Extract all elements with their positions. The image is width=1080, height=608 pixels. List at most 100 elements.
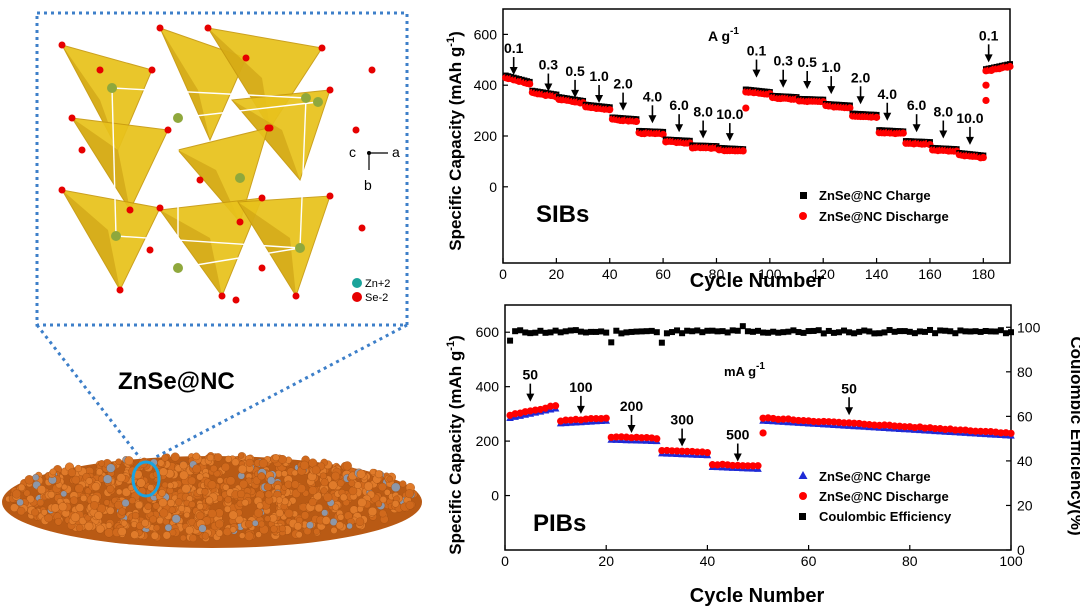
nanoparticle <box>181 484 191 494</box>
tetrahedron-shade <box>232 100 300 180</box>
ce-point <box>760 329 767 336</box>
rate-label: 6.0 <box>907 97 927 113</box>
nanoparticle <box>253 508 264 518</box>
rate-arrow-head <box>576 405 585 414</box>
nanoparticle <box>156 516 164 525</box>
ce-point <box>593 328 600 335</box>
nanoparticle <box>391 500 400 508</box>
nanoparticle <box>183 511 191 519</box>
nanoparticle <box>378 482 387 492</box>
nanoparticle <box>313 528 321 535</box>
discharge-point <box>729 461 737 470</box>
ce-point <box>947 328 954 335</box>
sib-rate-chart: 0 20 40 60 80 100 120 140 160 180 0 200 400 600 0.1 0.… <box>445 8 1014 292</box>
zn-atom-marker <box>352 278 362 288</box>
rate-arrow-head <box>699 130 708 139</box>
rate-arrow-head <box>544 83 553 92</box>
axis-a-label: a <box>392 144 400 160</box>
rate-label: 0.5 <box>565 63 585 79</box>
sib-legend-charge-marker <box>800 192 807 199</box>
pib-y-label-main: Specific Capacity (mAh g <box>446 351 465 555</box>
nanoparticle <box>32 473 40 481</box>
nanoparticle <box>103 499 111 506</box>
ce-point <box>906 328 913 335</box>
nanoparticle <box>128 497 136 505</box>
nanoparticle <box>399 480 407 488</box>
y-tick-label: 200 <box>474 128 498 144</box>
crystal-structure-panel: c a b Zn+2 Se-2 ZnSe@NC <box>2 11 422 548</box>
nanoparticle <box>44 513 53 523</box>
ce-point <box>658 339 665 346</box>
ce-point <box>608 339 615 346</box>
rate-arrow-head <box>883 112 892 121</box>
nanoparticle <box>95 524 105 534</box>
discharge-point <box>693 448 701 456</box>
sib-unit-sup: -1 <box>730 26 739 37</box>
nanoparticle <box>67 468 77 477</box>
ce-point <box>825 327 832 334</box>
zn-atom <box>301 93 311 103</box>
discharge-point <box>825 418 833 426</box>
ce-point <box>795 329 802 336</box>
nanoparticle <box>91 482 101 492</box>
ce-point <box>618 330 625 337</box>
nanoparticle <box>106 484 115 493</box>
rate-arrow-head <box>571 89 580 98</box>
ce-point <box>987 328 994 335</box>
ce-point <box>653 329 660 336</box>
discharge-point <box>526 80 534 88</box>
nanoparticle <box>115 488 123 496</box>
discharge-point <box>982 81 990 89</box>
nanoparticle <box>74 464 83 473</box>
x-tick-label: 0 <box>501 553 509 569</box>
rate-label: 200 <box>620 398 644 414</box>
y2-tick-label: 100 <box>1017 319 1041 335</box>
nanoparticle <box>47 491 55 499</box>
zn-atom <box>295 243 305 253</box>
nanoparticle <box>149 515 158 524</box>
rate-label: 0.1 <box>504 40 524 56</box>
unit-cell-edge <box>299 97 307 249</box>
tetrahedron-shade <box>160 210 222 296</box>
se-atom <box>326 192 334 200</box>
discharge-point <box>678 447 686 455</box>
nanoparticle <box>164 523 173 532</box>
discharge-point <box>708 461 717 469</box>
nanoparticle <box>314 503 324 513</box>
ce-point <box>719 328 726 335</box>
nanoparticle <box>264 515 271 523</box>
discharge-point <box>739 147 747 155</box>
nanoparticle <box>189 534 198 543</box>
se-atom <box>164 126 172 134</box>
zn-legend-label: Zn+2 <box>365 278 390 290</box>
nanoparticle <box>258 458 268 468</box>
ce-point <box>805 328 812 335</box>
ce-point <box>775 329 782 336</box>
discharge-point <box>683 447 691 455</box>
nanoparticle <box>161 454 169 462</box>
ce-point <box>927 326 934 333</box>
nanoparticle <box>244 531 254 541</box>
nanoparticle <box>301 511 310 520</box>
nanoparticle <box>124 456 134 466</box>
ce-point <box>871 330 878 337</box>
ce-point <box>810 327 817 334</box>
nanoparticle <box>255 531 262 538</box>
ce-point <box>709 327 716 334</box>
nanoparticle <box>144 502 152 511</box>
nanoparticle <box>311 465 321 475</box>
sib-legend-discharge-marker <box>799 212 807 220</box>
rate-arrow-head <box>678 438 687 447</box>
nanoparticle <box>228 510 238 520</box>
se-atom <box>126 206 134 214</box>
discharge-point <box>703 448 712 457</box>
nanoparticle <box>328 480 338 490</box>
pib-y-axis-label: Specific Capacity (mAh g-1) <box>445 335 465 555</box>
nanoparticle <box>207 480 217 490</box>
rate-label: 1.0 <box>589 68 609 84</box>
nanoparticle <box>206 454 215 462</box>
nanoparticle <box>346 522 353 530</box>
x-tick-label: 140 <box>865 266 889 282</box>
rate-label: 1.0 <box>821 59 841 75</box>
nanoparticle <box>391 482 401 492</box>
